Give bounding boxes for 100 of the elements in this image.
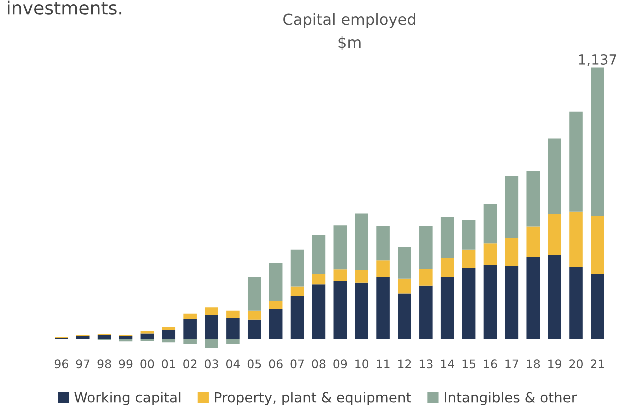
bar: [226, 339, 240, 345]
x-tick-label: 19: [548, 360, 562, 369]
x-tick-label: 07: [290, 360, 304, 369]
bar: [548, 138, 562, 214]
annotation: 1,137: [579, 54, 616, 66]
bar: [462, 220, 476, 250]
text: investments.: [8, 0, 122, 15]
bar: [269, 301, 283, 309]
bar: [205, 308, 218, 315]
x-tick-label: 06: [269, 360, 283, 369]
x-tick-label: 16: [484, 360, 498, 369]
bar: [355, 282, 368, 340]
bar: [505, 176, 519, 238]
chart-subtitle: $m: [338, 36, 361, 50]
legend-label: Property, plant & equipment: [215, 392, 412, 406]
bar: [355, 214, 368, 270]
x-tick-label: 11: [377, 360, 390, 368]
legend-label: Intangibles & other: [444, 392, 578, 406]
x-tick-label: 03: [205, 360, 218, 369]
x-tick-label: 97: [76, 360, 90, 369]
bar: [355, 270, 368, 283]
x-tick-label: 10: [356, 360, 369, 369]
bar: [440, 218, 454, 259]
bar: [248, 310, 262, 320]
bar: [269, 263, 283, 302]
bar: [548, 255, 562, 340]
bar: [526, 226, 540, 258]
bar: [184, 319, 197, 340]
bar: [440, 258, 454, 278]
bar: [591, 68, 604, 216]
bar: [312, 274, 326, 285]
bar: [526, 257, 540, 340]
bar: [140, 334, 154, 340]
bar: [184, 314, 197, 320]
bar: [205, 339, 218, 348]
legend-label: Working capital: [74, 392, 181, 406]
bar: [248, 320, 262, 340]
bar: [248, 276, 262, 311]
x-tick-label: 13: [420, 360, 433, 369]
bar: [119, 339, 133, 342]
bar: [591, 216, 604, 275]
bar: [420, 226, 433, 270]
chart-title: Capital employed: [284, 13, 416, 28]
bar: [462, 268, 476, 340]
bar: [505, 266, 519, 340]
bar: [591, 274, 604, 340]
bar: [484, 244, 498, 266]
bar: [205, 314, 218, 340]
bar: [334, 226, 348, 270]
x-tick-label: 04: [226, 360, 240, 369]
x-tick-label: 00: [140, 360, 154, 369]
bar: [376, 278, 390, 340]
x-tick-label: 09: [334, 360, 348, 369]
x-tick-label: 20: [570, 360, 583, 369]
bar: [162, 327, 176, 330]
bar: [398, 278, 412, 294]
bar: [290, 286, 304, 297]
bar: [570, 212, 583, 268]
bar: [398, 247, 412, 279]
bar: [119, 336, 133, 340]
bar: [420, 269, 433, 286]
x-tick-label: 96: [54, 360, 68, 369]
bar: [226, 318, 240, 340]
bar: [505, 238, 519, 266]
bar: [376, 260, 390, 278]
bar: [290, 250, 304, 287]
bar: [440, 278, 454, 340]
x-tick-label: 99: [119, 360, 133, 369]
x-tick-label: 14: [441, 360, 454, 368]
bar: [312, 284, 326, 340]
x-tick-label: 17: [506, 360, 518, 368]
bar: [420, 286, 433, 340]
bar: [76, 336, 90, 340]
bar: [570, 267, 583, 340]
bar: [269, 308, 283, 340]
bar: [184, 339, 197, 345]
bar: [162, 339, 176, 343]
bar: [570, 112, 583, 212]
bar: [334, 281, 348, 340]
bar: [526, 171, 540, 227]
x-tick-label: 02: [184, 360, 197, 369]
x-tick-label: 01: [162, 360, 176, 369]
bar: [98, 335, 112, 340]
x-tick-label: 21: [591, 360, 604, 368]
bar: [398, 294, 412, 340]
bar: [462, 250, 476, 268]
bar: [484, 265, 498, 340]
bar: [376, 226, 390, 261]
x-tick-label: 12: [398, 360, 412, 368]
x-tick-label: 18: [527, 360, 540, 369]
x-tick-label: 15: [462, 360, 476, 369]
bar: [334, 270, 348, 282]
x-tick-label: 05: [248, 360, 262, 369]
bar: [312, 235, 326, 274]
x-tick-label: 08: [312, 360, 326, 369]
bar: [162, 330, 176, 340]
bar: [226, 310, 240, 318]
bar: [290, 296, 304, 340]
bar: [484, 204, 498, 244]
bar: [548, 214, 562, 256]
